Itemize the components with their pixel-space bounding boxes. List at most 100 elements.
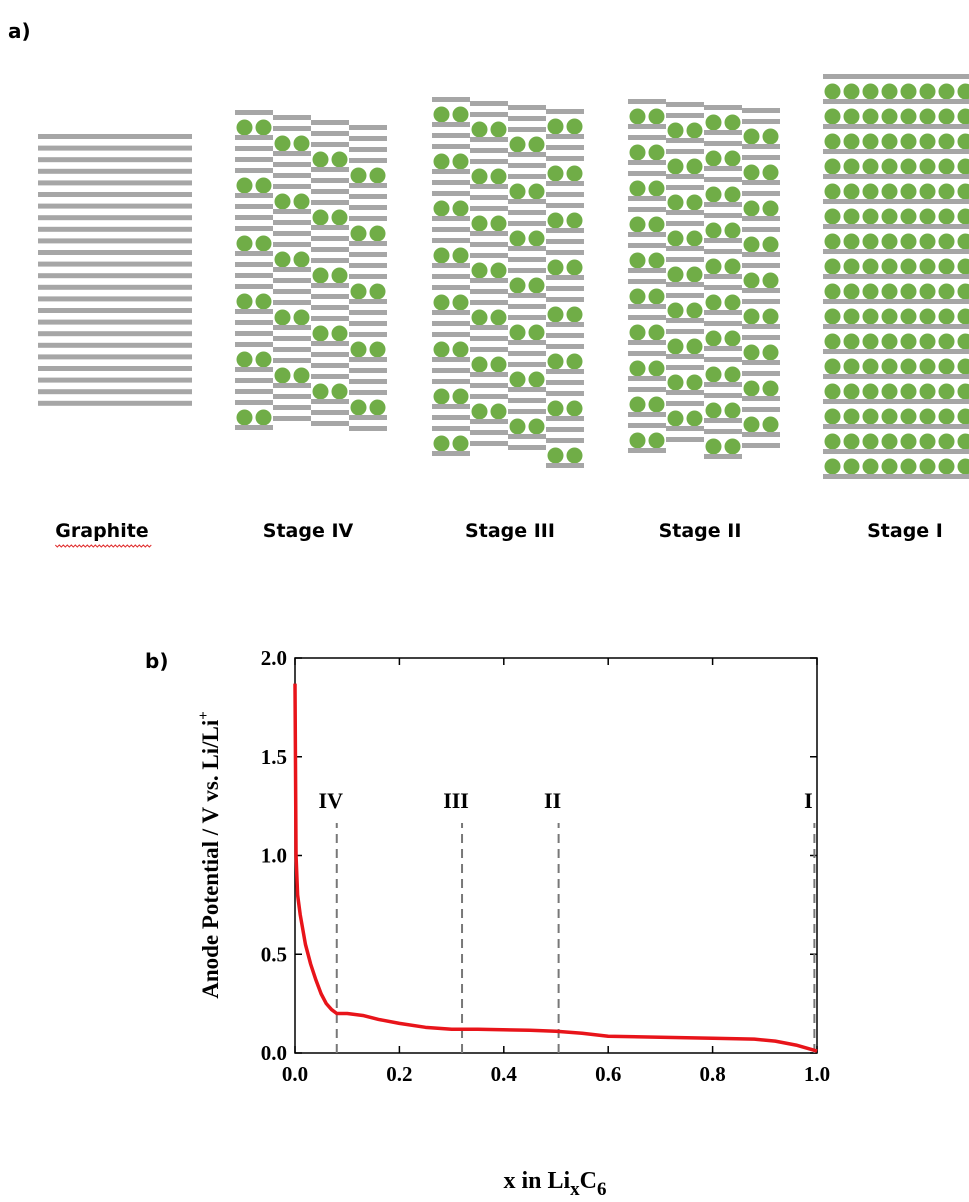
- lithium-ion: [275, 194, 291, 210]
- lithium-ion: [901, 234, 917, 250]
- lithium-ion: [939, 184, 955, 200]
- graphene-layer: [742, 144, 780, 149]
- graphene-layer: [628, 351, 666, 356]
- lithium-ion: [901, 309, 917, 325]
- lithium-ion: [313, 326, 329, 342]
- graphene-layer: [666, 282, 704, 287]
- lithium-ion: [351, 342, 367, 358]
- graphene-layer: [273, 173, 311, 178]
- lithium-ion: [510, 372, 526, 388]
- lithium-ion: [958, 209, 969, 225]
- graphene-layer: [349, 125, 387, 130]
- lithium-ion: [920, 84, 936, 100]
- graphene-layer: [704, 105, 742, 110]
- lithium-ion: [668, 123, 684, 139]
- page: { "panel_a": { "label": "a)", "stages": …: [0, 0, 969, 1202]
- graphene-layer: [349, 158, 387, 163]
- graphene-layer: [273, 126, 311, 131]
- lithium-ion: [958, 409, 969, 425]
- graphene-layer: [311, 236, 349, 241]
- lithium-ion: [548, 213, 564, 229]
- lithium-ion: [958, 259, 969, 275]
- graphene-layer: [470, 383, 508, 388]
- graphene-layer: [235, 110, 273, 115]
- graphene-layer: [666, 113, 704, 118]
- graphene-layer: [742, 335, 780, 340]
- lithium-ion: [763, 309, 779, 325]
- lithium-ion: [351, 284, 367, 300]
- graphene-layer: [823, 349, 969, 354]
- lithium-ion: [668, 195, 684, 211]
- lithium-ion: [825, 184, 841, 200]
- graphene-layer: [38, 157, 192, 162]
- lithium-ion: [863, 109, 879, 125]
- graphene-layer: [628, 268, 666, 273]
- lithium-ion: [825, 259, 841, 275]
- graphene-layer: [470, 159, 508, 164]
- graphene-layer: [38, 180, 192, 185]
- stage-diagram: [38, 74, 969, 479]
- lithium-ion: [744, 273, 760, 289]
- lithium-ion: [649, 145, 665, 161]
- graphene-layer: [235, 320, 273, 325]
- graphene-layer: [508, 152, 546, 157]
- lithium-ion: [901, 284, 917, 300]
- lithium-ion: [825, 459, 841, 475]
- lithium-ion: [763, 165, 779, 181]
- lithium-ion: [939, 234, 955, 250]
- graphene-layer: [432, 274, 470, 279]
- graphene-layer: [704, 238, 742, 243]
- lithium-ion: [510, 137, 526, 153]
- graphene-layer: [666, 390, 704, 395]
- graphene-layer: [742, 360, 780, 365]
- lithium-ion: [649, 289, 665, 305]
- stage-label: Stage I: [867, 520, 943, 542]
- lithium-ion: [453, 295, 469, 311]
- lithium-ion: [649, 325, 665, 341]
- lithium-ion: [844, 184, 860, 200]
- graphene-layer: [38, 192, 192, 197]
- lithium-ion: [844, 109, 860, 125]
- lithium-ion: [725, 331, 741, 347]
- lithium-ion: [237, 120, 253, 136]
- lithium-ion: [687, 195, 703, 211]
- lithium-ion: [294, 310, 310, 326]
- graphene-layer: [432, 216, 470, 221]
- lithium-ion: [491, 122, 507, 138]
- graphene-layer: [470, 289, 508, 294]
- lithium-ion: [453, 154, 469, 170]
- graphene-layer: [432, 144, 470, 149]
- graphene-layer: [666, 102, 704, 107]
- x-tick-label: 0.0: [282, 1062, 308, 1086]
- lithium-ion: [825, 84, 841, 100]
- graphene-layer: [432, 321, 470, 326]
- lithium-ion: [863, 409, 879, 425]
- graphene-layer: [508, 387, 546, 392]
- graphene-layer: [432, 122, 470, 127]
- graphene-layer: [628, 376, 666, 381]
- graphene-layer: [235, 204, 273, 209]
- graphene-layer: [546, 463, 584, 468]
- graphene-layer: [235, 425, 273, 430]
- graphene-layer: [273, 336, 311, 341]
- lithium-ion: [939, 284, 955, 300]
- graphene-layer: [666, 426, 704, 431]
- graphene-layer: [546, 427, 584, 432]
- lithium-ion: [882, 434, 898, 450]
- graphene-layer: [38, 296, 192, 301]
- lithium-ion: [434, 295, 450, 311]
- lithium-ion: [763, 237, 779, 253]
- graphene-layer: [273, 300, 311, 305]
- graphene-layer: [823, 299, 969, 304]
- graphene-layer: [432, 310, 470, 315]
- graphene-layer: [508, 293, 546, 298]
- graphene-layer: [470, 278, 508, 283]
- lithium-ion: [630, 397, 646, 413]
- graphene-layer: [666, 174, 704, 179]
- graphene-layer: [349, 241, 387, 246]
- lithium-ion: [863, 209, 879, 225]
- lithium-ion: [958, 459, 969, 475]
- lithium-ion: [630, 361, 646, 377]
- lithium-ion: [882, 409, 898, 425]
- graphene-layer: [432, 451, 470, 456]
